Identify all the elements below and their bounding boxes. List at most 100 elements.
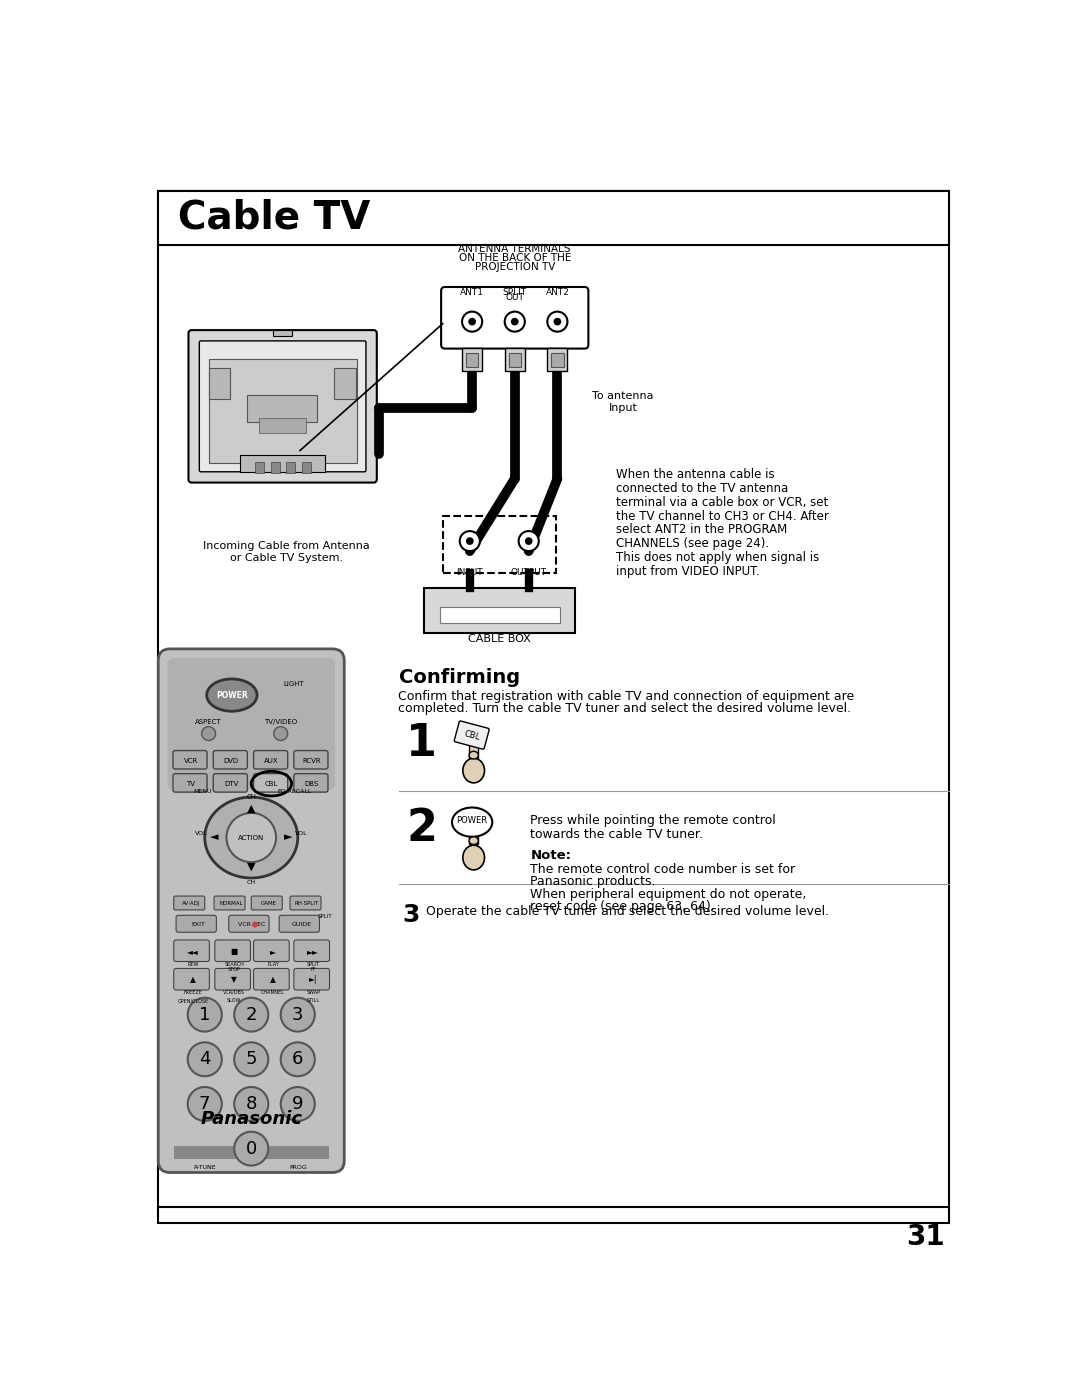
Bar (462, 348, 482, 372)
Text: PROJECTION TV: PROJECTION TV (474, 263, 555, 272)
Text: STILL: STILL (307, 999, 320, 1003)
FancyBboxPatch shape (254, 750, 287, 768)
Text: R-TUNE: R-TUNE (193, 1165, 216, 1171)
Ellipse shape (206, 679, 257, 711)
Bar (159, 191, 948, 244)
Text: ▼: ▼ (247, 862, 256, 872)
Text: AV·ADJ: AV·ADJ (181, 901, 200, 907)
FancyBboxPatch shape (173, 774, 207, 792)
FancyBboxPatch shape (279, 915, 320, 932)
Text: Incoming Cable from Antenna
or Cable TV System.: Incoming Cable from Antenna or Cable TV … (203, 541, 369, 563)
Text: POWER: POWER (216, 690, 247, 700)
Text: VOL: VOL (295, 831, 308, 837)
FancyBboxPatch shape (167, 658, 335, 789)
Text: ►►: ►► (308, 947, 319, 956)
Text: ▲: ▲ (247, 803, 256, 813)
Text: ANT2: ANT2 (545, 288, 569, 298)
Ellipse shape (463, 759, 485, 782)
Text: GAME: GAME (260, 901, 276, 907)
Circle shape (554, 317, 562, 326)
Ellipse shape (469, 752, 478, 759)
Text: TV/VIDEO: TV/VIDEO (265, 719, 297, 725)
FancyBboxPatch shape (173, 750, 207, 768)
Text: CHANNEL: CHANNEL (261, 990, 285, 995)
Text: CBL: CBL (265, 781, 278, 787)
Text: 2: 2 (406, 806, 437, 849)
FancyBboxPatch shape (252, 895, 282, 909)
Text: ▼: ▼ (231, 975, 238, 985)
FancyBboxPatch shape (213, 750, 247, 768)
Text: REW: REW (188, 963, 199, 967)
Text: STOP: STOP (228, 968, 241, 972)
Circle shape (465, 538, 474, 545)
Text: GUIDE: GUIDE (292, 922, 312, 928)
Text: towards the cable TV tuner.: towards the cable TV tuner. (530, 827, 703, 841)
Text: VCR: VCR (184, 757, 198, 764)
Text: select ANT2 in the PROGRAM: select ANT2 in the PROGRAM (616, 524, 786, 536)
Text: Confirming: Confirming (399, 668, 519, 687)
Text: 5: 5 (245, 1051, 257, 1069)
Text: 3: 3 (403, 902, 420, 928)
Bar (208, 367, 230, 398)
Text: reset code (see page 63, 64).: reset code (see page 63, 64). (530, 900, 715, 912)
Circle shape (234, 1042, 268, 1076)
FancyBboxPatch shape (294, 940, 329, 961)
Text: VOL: VOL (194, 831, 207, 837)
Text: Operate the cable TV tuner and select the desired volume level.: Operate the cable TV tuner and select th… (426, 904, 828, 918)
Text: AUX: AUX (265, 757, 279, 764)
Text: OUTPUT: OUTPUT (511, 569, 546, 577)
Text: RH·SPLIT: RH·SPLIT (295, 901, 320, 907)
Text: ◄: ◄ (210, 833, 218, 842)
Text: OPEN/CLOSE: OPEN/CLOSE (177, 999, 208, 1003)
Text: Panasonic products.: Panasonic products. (530, 876, 656, 888)
Circle shape (518, 531, 539, 550)
Text: TV: TV (187, 781, 195, 787)
Text: 9: 9 (292, 1095, 303, 1113)
FancyBboxPatch shape (159, 648, 345, 1172)
Text: INPUT: INPUT (457, 569, 483, 577)
Bar (255, 462, 265, 472)
Text: Panasonic: Panasonic (200, 1109, 302, 1127)
Bar (247, 395, 318, 422)
Text: CHANNELS (see page 24).: CHANNELS (see page 24). (616, 538, 769, 550)
FancyBboxPatch shape (214, 895, 245, 909)
Circle shape (273, 726, 287, 740)
Circle shape (188, 1087, 221, 1120)
Text: SPLIT: SPLIT (318, 915, 333, 919)
Circle shape (227, 813, 276, 862)
Text: The remote control code number is set for: The remote control code number is set fo… (530, 863, 795, 876)
Circle shape (281, 1042, 314, 1076)
Bar (301, 462, 311, 472)
Circle shape (548, 312, 567, 331)
Circle shape (281, 1087, 314, 1120)
Text: 2: 2 (245, 1006, 257, 1024)
Circle shape (525, 538, 532, 545)
Bar (240, 455, 325, 472)
Text: VCR/DBS: VCR/DBS (224, 990, 245, 995)
Circle shape (234, 1132, 268, 1165)
Text: SLOW: SLOW (227, 999, 242, 1003)
FancyBboxPatch shape (200, 341, 366, 472)
Bar (465, 353, 478, 367)
Text: 6: 6 (292, 1051, 303, 1069)
Bar (548, 348, 567, 372)
Text: Note:: Note: (530, 849, 571, 862)
Text: FREEZE: FREEZE (184, 990, 203, 995)
Text: SPLIT: SPLIT (307, 963, 320, 967)
Circle shape (188, 1042, 221, 1076)
Text: VCR REC: VCR REC (238, 922, 265, 928)
Text: DBS: DBS (305, 781, 319, 787)
Text: ►: ► (284, 833, 293, 842)
Circle shape (234, 997, 268, 1031)
Text: 7: 7 (199, 1095, 211, 1113)
Ellipse shape (451, 807, 492, 837)
FancyBboxPatch shape (254, 968, 289, 990)
Bar (469, 742, 478, 759)
FancyBboxPatch shape (215, 940, 251, 961)
Text: CBL: CBL (463, 729, 482, 742)
Text: FO:RECALL: FO:RECALL (278, 789, 312, 793)
Text: When peripheral equipment do not operate,: When peripheral equipment do not operate… (530, 887, 807, 901)
Text: DVD: DVD (224, 757, 239, 764)
Text: PLAY: PLAY (267, 963, 279, 967)
Bar (208, 359, 356, 462)
